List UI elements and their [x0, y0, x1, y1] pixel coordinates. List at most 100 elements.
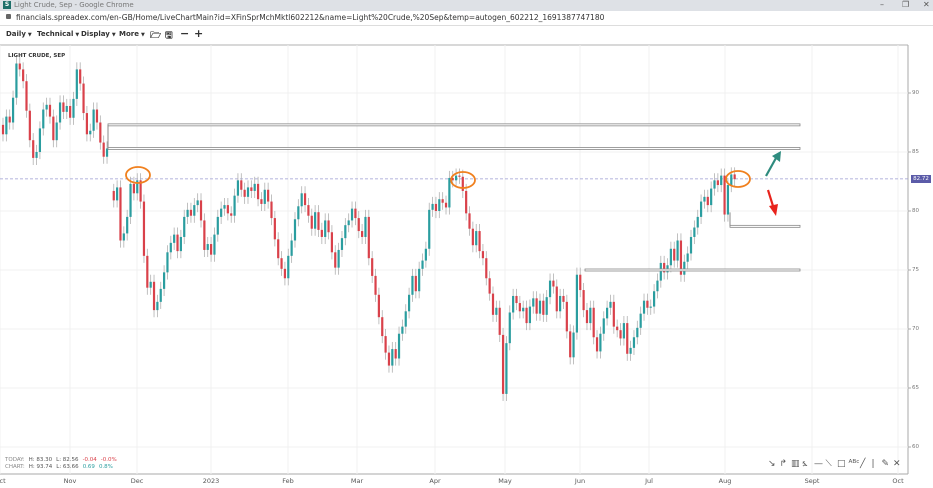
candle-up — [162, 272, 166, 289]
candle-down — [579, 274, 582, 291]
candle-up — [622, 323, 625, 339]
support-line-june — [584, 268, 801, 272]
url-text[interactable]: financials.spreadex.com/en-GB/Home/LiveC… — [16, 13, 605, 22]
zoom-out-icon[interactable]: − — [180, 27, 190, 40]
candle-up — [364, 216, 367, 237]
candle-up — [290, 240, 293, 256]
candle-up — [710, 188, 713, 206]
chevron-down-icon: ▼ — [111, 32, 116, 38]
candle-down — [733, 174, 736, 180]
candle-up — [105, 148, 109, 157]
candle-up — [636, 327, 639, 338]
chevron-down-icon: ▼ — [75, 32, 80, 38]
candle-up — [213, 234, 216, 255]
candle-up — [126, 216, 129, 234]
more-dropdown[interactable]: More ▼ — [119, 30, 145, 38]
browser-title-bar: S Light Crude, Sep - Google Chrome – ❐ ✕ — [0, 0, 933, 11]
maximize-icon[interactable]: ❐ — [902, 0, 910, 9]
fibonacci-tool-icon[interactable]: ▥ — [791, 459, 800, 469]
arrow-up-head — [772, 151, 781, 162]
candle-up — [404, 311, 407, 327]
horizontal-line-tool-icon[interactable]: — — [814, 459, 823, 469]
candle-down — [582, 290, 585, 311]
candle-down — [8, 116, 11, 123]
candle-down — [361, 231, 364, 237]
candle-up — [649, 306, 652, 308]
candle-down — [146, 255, 149, 288]
candle-down — [518, 303, 521, 312]
candle-down — [595, 337, 599, 352]
highlight-circle — [725, 170, 751, 188]
candle-down — [270, 201, 273, 219]
candle-down — [119, 187, 122, 241]
close-icon[interactable]: ✕ — [923, 0, 930, 9]
candle-up — [253, 183, 256, 191]
candle-down — [62, 102, 65, 112]
candle-down — [706, 196, 709, 206]
candle-up — [35, 152, 38, 158]
interval-dropdown[interactable]: Daily ▼ — [6, 30, 32, 38]
candle-up — [347, 220, 350, 226]
chart-low: L: 63.66 — [56, 464, 79, 470]
candle-down — [377, 294, 380, 318]
trend-line-tool-icon[interactable]: ⟍ — [825, 459, 832, 469]
x-tick-label: May — [498, 477, 512, 485]
candle-down — [250, 187, 253, 191]
rectangle-tool-icon[interactable]: □ — [837, 459, 846, 469]
lock-icon — [6, 14, 11, 19]
save-icon[interactable]: 🖫 — [165, 31, 173, 41]
toolbar-separator: | — [871, 459, 875, 469]
x-tick-label: Sept — [804, 477, 820, 485]
candle-up — [599, 333, 602, 352]
candle-up — [89, 130, 92, 135]
minimize-icon[interactable]: – — [880, 0, 884, 9]
candle-down — [478, 231, 481, 252]
candle-up — [572, 332, 575, 358]
candle-down — [142, 201, 146, 256]
candle-up — [156, 301, 159, 311]
y-tick-label: 80 — [912, 208, 919, 214]
candle-down — [552, 280, 555, 287]
pencil-tool-icon[interactable]: ✎ — [881, 459, 890, 469]
candle-up — [495, 307, 498, 315]
candle-down — [112, 190, 115, 201]
candle-down — [152, 281, 156, 311]
address-bar[interactable]: financials.spreadex.com/en-GB/Home/LiveC… — [0, 11, 933, 26]
candle-up — [15, 63, 18, 98]
candle-up — [149, 281, 152, 288]
delete-drawings-icon[interactable]: ✕ — [893, 459, 901, 469]
fan-tool-icon[interactable]: ⦩ — [802, 459, 808, 469]
candle-down — [22, 69, 25, 82]
text-tool-icon[interactable]: ᴬᴮᶜ — [848, 459, 860, 469]
candle-down — [307, 205, 310, 216]
arrow-tool-icon[interactable]: ↘ — [768, 459, 776, 469]
candle-up — [391, 349, 394, 366]
candle-up — [424, 248, 427, 261]
candle-up — [300, 193, 303, 207]
y-tick-label: 85 — [912, 149, 919, 155]
candle-up — [689, 236, 693, 254]
price-chart[interactable] — [0, 44, 933, 488]
today-label: TODAY: — [5, 457, 25, 463]
technical-dropdown[interactable]: Technical ▼ — [37, 30, 79, 38]
candle-down — [488, 278, 491, 294]
candle-down — [481, 251, 485, 259]
line-tool-icon[interactable]: ╱ — [860, 459, 866, 469]
candle-up — [606, 307, 609, 319]
candle-down — [468, 213, 471, 229]
candle-down — [465, 190, 468, 214]
today-change-pct: -0.0% — [100, 457, 117, 463]
candle-up — [38, 128, 42, 152]
candle-up — [713, 180, 716, 189]
zoom-in-icon[interactable]: + — [194, 27, 204, 40]
folder-open-icon[interactable]: 🗁 — [150, 31, 162, 41]
candle-down — [199, 200, 203, 221]
curve-tool-icon[interactable]: ↱ — [779, 459, 788, 469]
candle-up — [324, 220, 327, 237]
candle-down — [256, 183, 260, 200]
candle-up — [196, 200, 199, 206]
candle-up — [223, 205, 226, 209]
candle-up — [42, 109, 45, 129]
x-tick-label: Apr — [429, 477, 441, 485]
display-dropdown[interactable]: Display ▼ — [81, 30, 116, 38]
